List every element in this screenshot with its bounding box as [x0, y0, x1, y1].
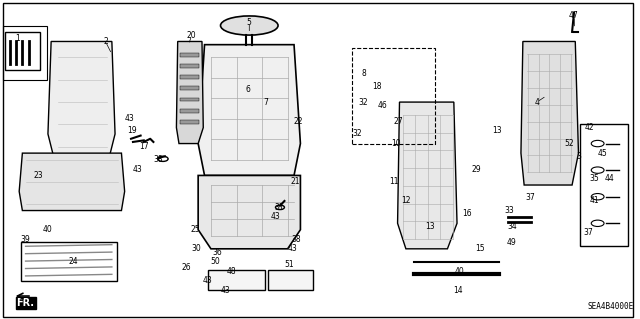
- Text: 26: 26: [182, 263, 191, 272]
- Text: 30: 30: [191, 244, 201, 253]
- Text: 16: 16: [462, 209, 472, 218]
- Text: FR.: FR.: [17, 298, 35, 308]
- Text: 22: 22: [294, 117, 303, 126]
- Text: 7: 7: [263, 98, 268, 107]
- Polygon shape: [177, 41, 204, 144]
- Text: 36: 36: [212, 248, 222, 256]
- Bar: [3, 26, 47, 80]
- Bar: [180, 75, 200, 79]
- Bar: [5, 32, 40, 70]
- Text: 32: 32: [358, 98, 368, 107]
- Text: 13: 13: [493, 126, 502, 135]
- Text: 39: 39: [20, 235, 31, 244]
- Text: 25: 25: [190, 225, 200, 234]
- Text: 49: 49: [506, 238, 516, 247]
- Text: 18: 18: [372, 82, 382, 91]
- Text: 13: 13: [425, 222, 435, 231]
- Text: 24: 24: [68, 257, 78, 266]
- Text: 50: 50: [211, 257, 220, 266]
- Text: 6: 6: [246, 85, 250, 94]
- Text: 41: 41: [589, 197, 599, 205]
- Text: 14: 14: [453, 286, 463, 295]
- Text: 38: 38: [154, 155, 163, 164]
- Polygon shape: [397, 102, 457, 249]
- Text: 51: 51: [285, 260, 294, 269]
- Bar: [180, 109, 200, 113]
- Bar: [180, 86, 200, 90]
- Text: 33: 33: [504, 206, 514, 215]
- Text: 42: 42: [584, 123, 594, 132]
- Text: 37: 37: [583, 228, 593, 237]
- Text: 21: 21: [291, 177, 300, 186]
- Text: 38: 38: [292, 235, 301, 244]
- Bar: [180, 53, 200, 57]
- Text: 47: 47: [569, 11, 579, 20]
- Ellipse shape: [221, 16, 278, 35]
- Text: SEA4B4000E: SEA4B4000E: [588, 302, 634, 311]
- Bar: [180, 120, 200, 124]
- Text: 43: 43: [124, 114, 134, 122]
- Text: 43: 43: [221, 286, 230, 295]
- Text: 43: 43: [132, 165, 142, 174]
- Text: 43: 43: [288, 244, 298, 253]
- Text: 40: 40: [43, 225, 53, 234]
- Text: 32: 32: [353, 130, 362, 138]
- Text: 4: 4: [534, 98, 540, 107]
- Bar: [180, 98, 200, 101]
- Polygon shape: [48, 41, 115, 160]
- Text: 37: 37: [525, 193, 535, 202]
- Text: 45: 45: [597, 149, 607, 158]
- Polygon shape: [198, 45, 300, 175]
- Text: 43: 43: [203, 276, 212, 285]
- Text: 48: 48: [227, 267, 236, 276]
- Text: 40: 40: [454, 267, 465, 276]
- Bar: [351, 48, 435, 144]
- Text: 1: 1: [15, 34, 20, 43]
- Text: 43: 43: [271, 212, 280, 221]
- Text: 20: 20: [187, 31, 196, 40]
- Text: 34: 34: [508, 222, 518, 231]
- Text: 27: 27: [394, 117, 403, 126]
- Text: 44: 44: [604, 174, 614, 183]
- Text: 35: 35: [589, 174, 599, 183]
- Text: 12: 12: [401, 197, 411, 205]
- Text: 2: 2: [103, 37, 108, 46]
- Polygon shape: [19, 153, 125, 211]
- Text: 23: 23: [33, 171, 43, 180]
- Bar: [180, 64, 200, 68]
- Text: 11: 11: [390, 177, 399, 186]
- Bar: [21, 242, 117, 281]
- Text: 17: 17: [139, 142, 148, 151]
- Text: 8: 8: [362, 69, 367, 78]
- Text: 10: 10: [392, 139, 401, 148]
- Polygon shape: [198, 175, 300, 249]
- Bar: [208, 270, 265, 290]
- Text: 52: 52: [564, 139, 573, 148]
- Text: 15: 15: [476, 244, 485, 253]
- Bar: [268, 270, 313, 290]
- Text: 19: 19: [127, 126, 137, 135]
- Bar: [580, 124, 628, 246]
- Polygon shape: [521, 41, 579, 185]
- Text: 3: 3: [576, 152, 581, 161]
- Text: 29: 29: [472, 165, 481, 174]
- Text: 46: 46: [378, 101, 387, 110]
- Text: 5: 5: [247, 18, 252, 27]
- Text: 31: 31: [275, 203, 284, 212]
